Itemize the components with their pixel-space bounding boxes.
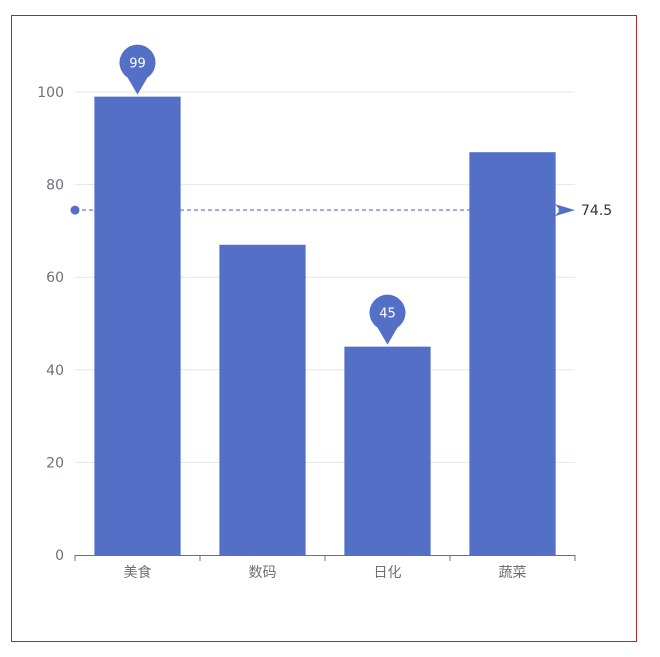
x-category-label: 美食 [124,564,152,581]
y-tick-label: 60 [46,270,64,286]
mark-point-pin: 99 [119,44,156,95]
pin-marker-icon [119,44,156,95]
bar-layer [94,96,556,556]
mark-line-start-dot [70,205,80,215]
mark-point-pin: 45 [369,294,406,345]
y-tick-label: 0 [55,548,64,564]
mark-line-label: 74.5 [581,203,612,219]
y-tick-label: 40 [46,363,64,379]
y-tick-label: 100 [37,85,64,101]
bar[interactable] [344,346,431,555]
mark-line-layer: 74.5 [70,203,612,219]
x-category-label: 日化 [374,565,402,581]
axis-layer: 0 20 40 60 80 100 美食 数码 日化 蔬菜 [37,85,576,581]
y-tick-label: 80 [46,178,64,194]
x-category-label: 蔬菜 [499,565,527,581]
bar[interactable] [469,152,556,555]
mark-point-layer: 99 45 [119,44,406,345]
y-tick-label: 20 [46,455,64,471]
bar[interactable] [94,96,181,555]
mark-point-label: 45 [379,307,396,322]
x-category-label: 数码 [249,565,277,581]
bar[interactable] [219,244,306,556]
mark-line-arrow-icon [555,204,575,217]
mark-point-label: 99 [129,57,146,72]
pin-marker-icon [369,294,406,345]
